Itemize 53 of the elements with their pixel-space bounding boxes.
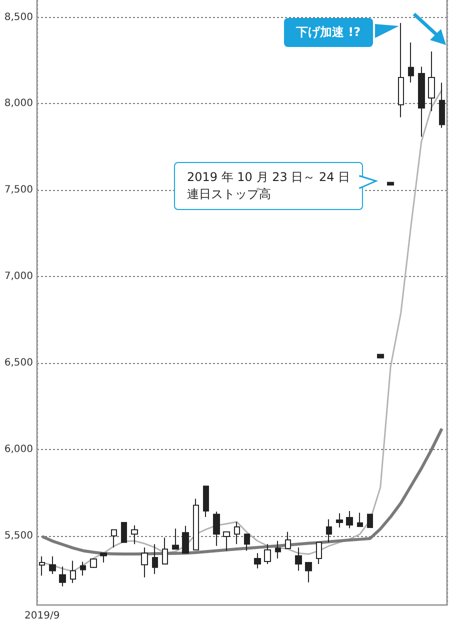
annotation: 2019 年 10 月 23 日～ 24 日 <box>187 169 350 186</box>
x-tick-label: 2019/9 <box>24 610 60 622</box>
candlestick <box>305 562 312 583</box>
candlestick <box>398 22 404 118</box>
candlestick <box>439 82 445 128</box>
candlestick <box>346 510 353 529</box>
candlestick <box>295 546 302 572</box>
y-tick-label: 7,000 <box>4 271 33 282</box>
callout-box: 2019 年 10 月 23 日～ 24 日 連日ストップ高 <box>174 162 364 210</box>
candlestick <box>131 524 138 545</box>
candlestick <box>316 542 322 565</box>
candlestick <box>234 521 240 545</box>
y-tick-label: 6,500 <box>4 358 33 368</box>
candlestick <box>59 566 66 587</box>
candlestick <box>39 556 45 576</box>
candlestick <box>162 537 168 565</box>
candlestick <box>285 531 291 549</box>
candlestick <box>418 66 425 138</box>
candlestick <box>100 552 107 563</box>
annotation: 下げ加速 !? <box>284 18 373 47</box>
candlestick <box>336 512 343 528</box>
candlestick <box>428 51 435 112</box>
candlestick <box>326 518 332 543</box>
candlestick <box>193 498 199 550</box>
candlestick <box>80 561 86 576</box>
y-tick-label: 6,000 <box>4 444 33 455</box>
candlestick <box>121 522 127 543</box>
candlestick <box>357 512 363 528</box>
candlestick <box>377 354 384 358</box>
candlestick <box>141 546 148 578</box>
candlestick <box>275 540 281 559</box>
candlestick <box>182 525 189 554</box>
candlestick <box>203 486 209 518</box>
candlestick <box>408 42 414 83</box>
candlestick <box>90 558 97 569</box>
candlestick <box>213 511 220 546</box>
candlestick <box>172 528 179 550</box>
candlestick <box>223 531 230 552</box>
candlestick <box>152 544 158 575</box>
candlestick <box>49 556 56 575</box>
candlestick <box>387 182 394 186</box>
y-tick-label: 5,500 <box>4 530 33 542</box>
y-tick-label: 8,000 <box>4 98 33 110</box>
candlestick <box>264 544 271 565</box>
candlestick <box>254 552 261 569</box>
candlestick <box>70 560 76 584</box>
candlestick <box>244 534 250 552</box>
y-tick-label: 7,500 <box>4 184 33 196</box>
candlestick <box>111 529 117 548</box>
annotation: 連日ストップ高 <box>187 186 272 203</box>
candlestick <box>367 514 373 528</box>
line-series <box>40 427 444 556</box>
y-tick-label: 8,500 <box>4 12 33 23</box>
